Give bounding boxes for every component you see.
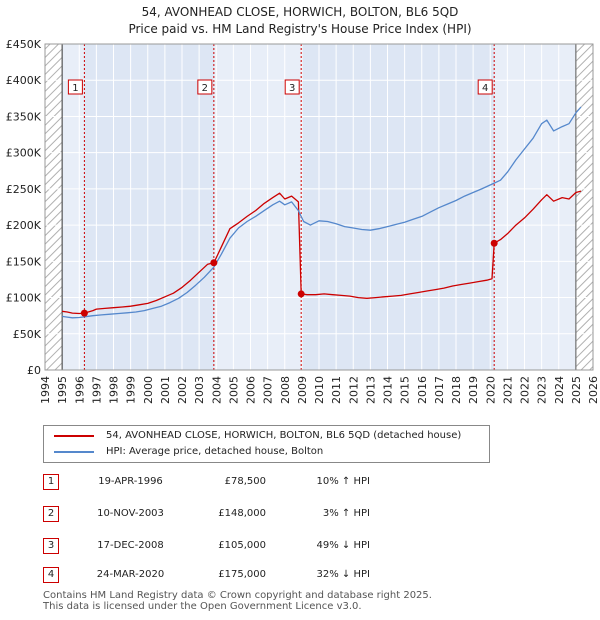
plot-border bbox=[44, 43, 594, 371]
x-tick-label: 1999 bbox=[125, 376, 138, 404]
x-tick-label: 2019 bbox=[467, 376, 480, 404]
x-tick-label: 2002 bbox=[176, 376, 189, 404]
x-tick-label: 2008 bbox=[279, 376, 292, 404]
sale-label-number: 2 bbox=[202, 83, 208, 94]
x-tick-label: 2024 bbox=[553, 376, 566, 404]
sale-price: £175,000 bbox=[218, 569, 266, 580]
y-tick-label: £350K bbox=[6, 110, 42, 123]
y-tick-label: £400K bbox=[6, 74, 42, 87]
y-tick-label: £150K bbox=[6, 255, 42, 268]
sale-hpi-change: 10% ↑ HPI bbox=[316, 476, 370, 487]
sale-hpi-change: 49% ↓ HPI bbox=[316, 540, 370, 551]
x-tick-label: 2018 bbox=[450, 376, 463, 404]
y-tick-label: £250K bbox=[6, 183, 42, 196]
x-tick-label: 2023 bbox=[536, 376, 549, 404]
x-tick-label: 2006 bbox=[245, 376, 258, 404]
sale-date: 24-MAR-2020 bbox=[96, 569, 165, 580]
series-line-property bbox=[62, 190, 582, 315]
x-tick-label: 2026 bbox=[587, 376, 600, 404]
legend-swatch-property bbox=[54, 435, 94, 437]
x-tick-label: 2009 bbox=[296, 376, 309, 404]
x-tick-label: 2017 bbox=[433, 376, 446, 404]
sale-price: £78,500 bbox=[224, 476, 266, 487]
sales-table-row: 3 17-DEC-2008 £105,000 49% ↓ HPI bbox=[43, 538, 463, 556]
sale-label-box bbox=[67, 79, 83, 95]
x-tick-label: 2011 bbox=[330, 376, 343, 404]
x-tick-label: 2022 bbox=[519, 376, 532, 404]
sale-label-box bbox=[197, 79, 213, 95]
x-tick-label: 2001 bbox=[159, 376, 172, 404]
future-hatch bbox=[575, 44, 593, 370]
sale-price: £105,000 bbox=[218, 540, 266, 551]
sale-label-number: 4 bbox=[482, 83, 488, 94]
chart-title-line1: 54, AVONHEAD CLOSE, HORWICH, BOLTON, BL6… bbox=[141, 5, 459, 19]
x-tick-label: 1994 bbox=[39, 376, 52, 404]
sale-label-box bbox=[284, 79, 300, 95]
sales-table-row: 2 10-NOV-2003 £148,000 3% ↑ HPI bbox=[43, 506, 463, 524]
sale-price: £148,000 bbox=[218, 508, 266, 519]
pre-data-hatch bbox=[45, 44, 63, 370]
y-tick-label: £50K bbox=[13, 328, 42, 341]
sales-table-row: 1 19-APR-1996 £78,500 10% ↑ HPI bbox=[43, 474, 463, 492]
sale-number-badge: 3 bbox=[43, 538, 59, 554]
sales-table-row: 4 24-MAR-2020 £175,000 32% ↓ HPI bbox=[43, 567, 463, 585]
x-tick-label: 2007 bbox=[262, 376, 275, 404]
x-tick-label: 2020 bbox=[484, 376, 497, 404]
footer-licence: This data is licensed under the Open Gov… bbox=[43, 601, 362, 612]
sale-label-number: 1 bbox=[72, 83, 78, 94]
footer: Contains HM Land Registry data © Crown c… bbox=[43, 590, 583, 612]
sale-number-badge: 2 bbox=[43, 506, 59, 522]
ownership-band bbox=[301, 44, 495, 370]
x-tick-label: 2014 bbox=[382, 376, 395, 404]
sale-point bbox=[80, 309, 88, 317]
x-tick-label: 2012 bbox=[347, 376, 360, 404]
x-tick-label: 2004 bbox=[210, 376, 223, 404]
x-tick-label: 2021 bbox=[501, 376, 514, 404]
sale-number-badge: 1 bbox=[43, 474, 59, 490]
x-tick-label: 2000 bbox=[142, 376, 155, 404]
legend: 54, AVONHEAD CLOSE, HORWICH, BOLTON, BL6… bbox=[43, 425, 490, 463]
sale-point bbox=[490, 239, 498, 247]
x-tick-label: 1997 bbox=[90, 376, 103, 404]
sale-label-box bbox=[477, 79, 493, 95]
sale-hpi-change: 3% ↑ HPI bbox=[322, 508, 370, 519]
x-tick-label: 1998 bbox=[108, 376, 121, 404]
series-line-hpi bbox=[62, 106, 582, 319]
y-tick-label: £0 bbox=[27, 364, 41, 377]
sale-date: 17-DEC-2008 bbox=[97, 540, 164, 551]
chart-title: 54, AVONHEAD CLOSE, HORWICH, BOLTON, BL6… bbox=[0, 4, 600, 38]
sale-point bbox=[210, 259, 218, 267]
footer-copyright: Contains HM Land Registry data © Crown c… bbox=[43, 590, 432, 601]
x-tick-label: 1995 bbox=[56, 376, 69, 404]
sale-hpi-change: 32% ↓ HPI bbox=[316, 569, 370, 580]
sale-number-badge: 4 bbox=[43, 567, 59, 583]
sale-date: 19-APR-1996 bbox=[98, 476, 163, 487]
x-tick-label: 1996 bbox=[73, 376, 86, 404]
legend-label-hpi: HPI: Average price, detached house, Bolt… bbox=[106, 446, 324, 457]
x-tick-label: 2010 bbox=[313, 376, 326, 404]
x-tick-label: 2013 bbox=[364, 376, 377, 404]
y-tick-label: £200K bbox=[6, 219, 42, 232]
sale-label-number: 3 bbox=[289, 83, 295, 94]
legend-label-property: 54, AVONHEAD CLOSE, HORWICH, BOLTON, BL6… bbox=[106, 430, 462, 441]
legend-swatch-hpi bbox=[54, 451, 94, 453]
y-tick-label: £450K bbox=[6, 38, 42, 51]
y-tick-label: £100K bbox=[6, 292, 42, 305]
ownership-band bbox=[84, 44, 214, 370]
price-chart: £0 £50K £100K £150K £200K £250K £300K £350K £400… bbox=[6, 38, 600, 404]
sale-date: 10-NOV-2003 bbox=[97, 508, 164, 519]
x-tick-label: 2025 bbox=[570, 376, 583, 404]
x-tick-label: 2005 bbox=[227, 376, 240, 404]
x-tick-label: 2003 bbox=[193, 376, 206, 404]
y-tick-label: £300K bbox=[6, 147, 42, 160]
x-tick-label: 2015 bbox=[399, 376, 412, 404]
chart-title-line2: Price paid vs. HM Land Registry's House … bbox=[128, 22, 472, 36]
x-tick-label: 2016 bbox=[416, 376, 429, 404]
sale-point bbox=[297, 290, 305, 298]
